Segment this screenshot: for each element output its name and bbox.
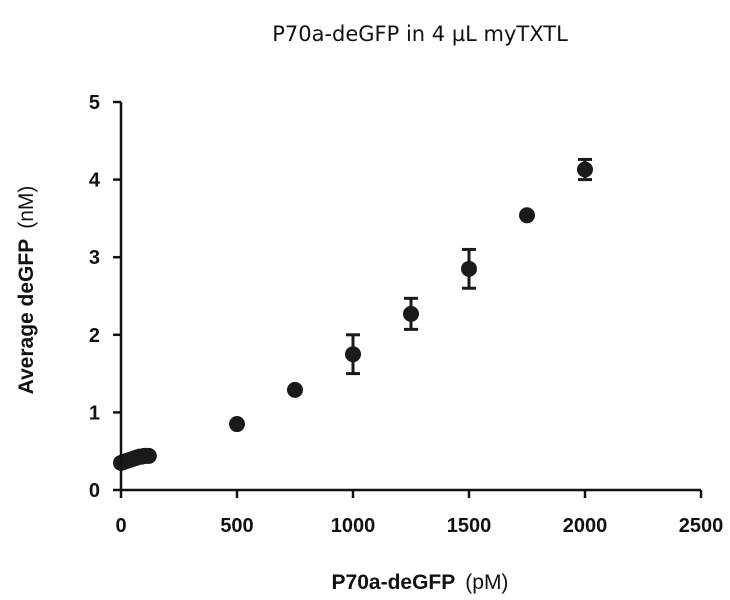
axes	[119, 102, 701, 492]
x-axis-ticks: 0 500 1000 1500 2000 2500	[115, 490, 723, 537]
plot-area	[113, 157, 593, 471]
y-tick-label: 5	[89, 92, 100, 114]
data-point	[403, 305, 419, 322]
data-point	[519, 207, 535, 224]
y-axis-label-main: Average deGFP	[15, 239, 38, 395]
data-point	[287, 381, 303, 398]
y-axis-label: Average deGFP (nM)	[15, 186, 38, 395]
y-tick-label: 4	[89, 170, 101, 192]
y-tick-label: 0	[89, 480, 100, 502]
y-tick-label: 1	[89, 402, 100, 424]
x-axis-label-main: P70a-deGFP	[332, 571, 456, 594]
x-tick-label: 1500	[447, 515, 492, 537]
data-point	[229, 416, 245, 433]
x-tick-label: 2500	[679, 515, 724, 537]
x-tick-label: 500	[220, 515, 253, 537]
x-tick-label: 1000	[331, 515, 376, 537]
x-tick-label: 0	[115, 515, 126, 537]
y-axis-label-unit: (nM)	[15, 186, 38, 229]
y-tick-label: 2	[89, 325, 100, 347]
y-axis-ticks: 0 1 2 3 4 5	[89, 92, 121, 502]
data-point	[140, 447, 157, 464]
data-point	[345, 346, 361, 363]
y-tick-label: 3	[89, 247, 100, 269]
x-tick-label: 2000	[563, 515, 608, 537]
x-axis-label-unit: (pM)	[465, 571, 508, 594]
data-point	[461, 260, 477, 277]
data-point	[577, 161, 593, 178]
chart-title: P70a-deGFP in 4 µL myTXTL	[272, 22, 568, 46]
x-axis-label: P70a-deGFP (pM)	[332, 571, 509, 594]
